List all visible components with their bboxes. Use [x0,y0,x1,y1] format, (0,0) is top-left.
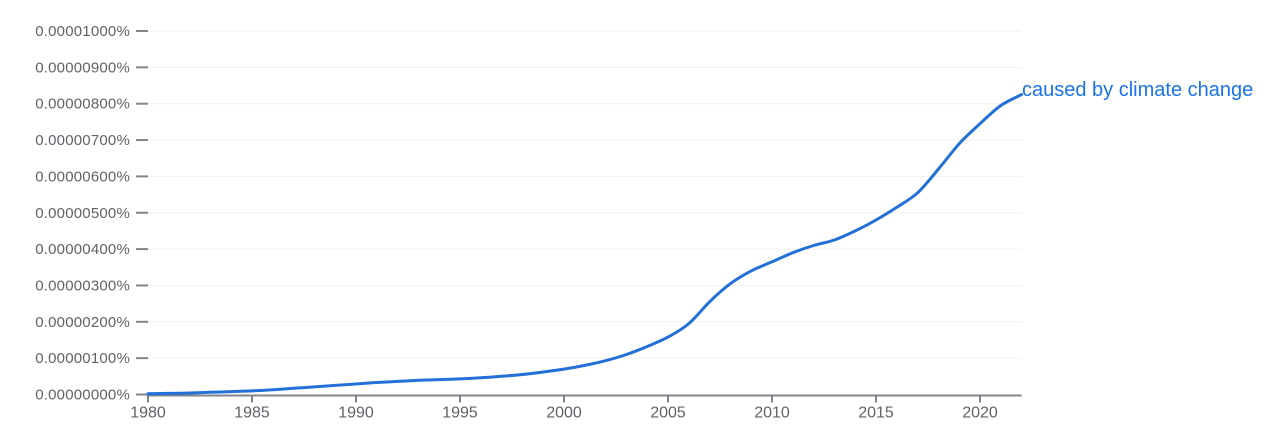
x-axis-label: 2000 [546,405,582,422]
y-axis-label: 0.00000400% [35,241,130,258]
x-axis-label: 2020 [962,405,998,422]
y-axis-label: 0.00000100% [35,350,130,367]
x-axis-label: 1985 [234,405,270,422]
y-axis-label: 0.00000300% [35,277,130,294]
x-axis-label: 1995 [442,405,478,422]
y-axis-label: 0.00001000% [35,23,130,40]
x-axis-label: 1990 [338,405,374,422]
y-axis-label: 0.00000000% [35,387,130,404]
y-axis-label: 0.00000600% [35,168,130,185]
y-axis-label: 0.00000800% [35,96,130,113]
x-axis-label: 2015 [858,405,894,422]
x-axis-label: 2010 [754,405,790,422]
y-axis-label: 0.00000500% [35,205,130,222]
series-label[interactable]: caused by climate change [1022,79,1254,101]
y-axis-label: 0.00000200% [35,314,130,331]
y-axis-label: 0.00000900% [35,59,130,76]
x-axis-label: 2005 [650,405,686,422]
series-line[interactable] [146,93,1024,396]
y-axis-label: 0.00000700% [35,132,130,149]
x-axis-label: 1980 [130,405,166,422]
